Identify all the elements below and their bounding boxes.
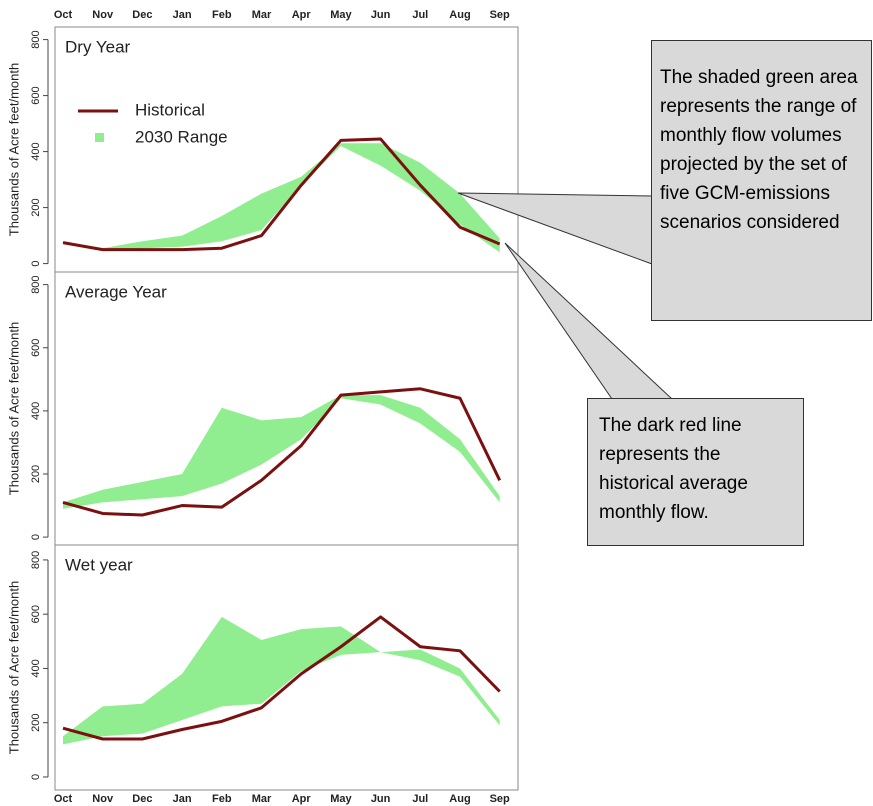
y-tick-label: 600	[30, 605, 42, 623]
y-tick-label: 400	[30, 402, 42, 420]
y-axis-label: Thousands of Acre feet/month	[6, 322, 21, 495]
x-tick-label: Jul	[412, 793, 428, 805]
x-tick-label: May	[330, 793, 352, 805]
y-axis-label: Thousands of Acre feet/month	[6, 63, 21, 236]
y-tick-label: 800	[30, 30, 42, 48]
x-tick-label: Aug	[449, 9, 470, 21]
y-tick-label: 400	[30, 142, 42, 160]
y-tick-label: 800	[30, 551, 42, 569]
panel-title: Average Year	[65, 282, 167, 301]
x-tick-label: Sep	[490, 9, 510, 21]
y-tick-label: 600	[30, 86, 42, 104]
x-tick-label: Sep	[490, 793, 510, 805]
x-tick-label: Oct	[54, 793, 73, 805]
x-tick-label: Feb	[212, 9, 232, 21]
historical-line	[62, 137, 501, 252]
y-axis-label: Thousands of Acre feet/month	[6, 581, 21, 754]
callout-text: The dark red line represents the histori…	[587, 398, 804, 546]
y-tick-label: 0	[30, 774, 42, 780]
y-tick-label: 0	[30, 534, 42, 540]
x-tick-label: Mar	[252, 793, 272, 805]
plot-frame	[54, 26, 519, 273]
x-tick-label: Dec	[132, 9, 152, 21]
x-tick-label: Oct	[54, 9, 73, 21]
historical-line	[62, 615, 501, 741]
x-tick-label: Nov	[92, 9, 114, 21]
legend-swatch	[95, 133, 104, 142]
x-tick-label: Jun	[371, 9, 391, 21]
panel-title: Dry Year	[65, 37, 131, 56]
historical-line	[62, 387, 502, 517]
y-tick-label: 200	[30, 198, 42, 216]
x-tick-label: Nov	[92, 793, 114, 805]
y-tick-label: 800	[30, 275, 42, 293]
callout-pointer	[504, 242, 674, 400]
x-tick-label: Feb	[212, 793, 232, 805]
y-tick-label: 200	[30, 714, 42, 732]
panel-title: Wet year	[65, 555, 133, 574]
x-tick-label: Apr	[292, 9, 312, 21]
range-band	[102, 143, 500, 253]
y-tick-label: 200	[30, 465, 42, 483]
callout-text: The shaded green area represents the ran…	[651, 40, 872, 321]
x-tick-label: Dec	[132, 793, 152, 805]
plot-frame	[54, 271, 519, 546]
y-tick-label: 0	[30, 261, 42, 267]
x-tick-label: Aug	[449, 793, 470, 805]
y-tick-label: 600	[30, 339, 42, 357]
x-tick-label: Jan	[173, 9, 192, 21]
legend-label: 2030 Range	[135, 127, 228, 146]
x-tick-label: Mar	[252, 9, 272, 21]
plot-frame	[54, 544, 519, 791]
range-band	[63, 616, 500, 745]
y-tick-label: 400	[30, 659, 42, 677]
x-tick-label: Apr	[292, 793, 312, 805]
x-tick-label: May	[330, 9, 352, 21]
x-tick-label: Jan	[173, 793, 192, 805]
x-tick-label: Jun	[371, 793, 391, 805]
x-tick-label: Jul	[412, 9, 428, 21]
legend-label: Historical	[135, 100, 205, 119]
range-band	[63, 395, 500, 509]
